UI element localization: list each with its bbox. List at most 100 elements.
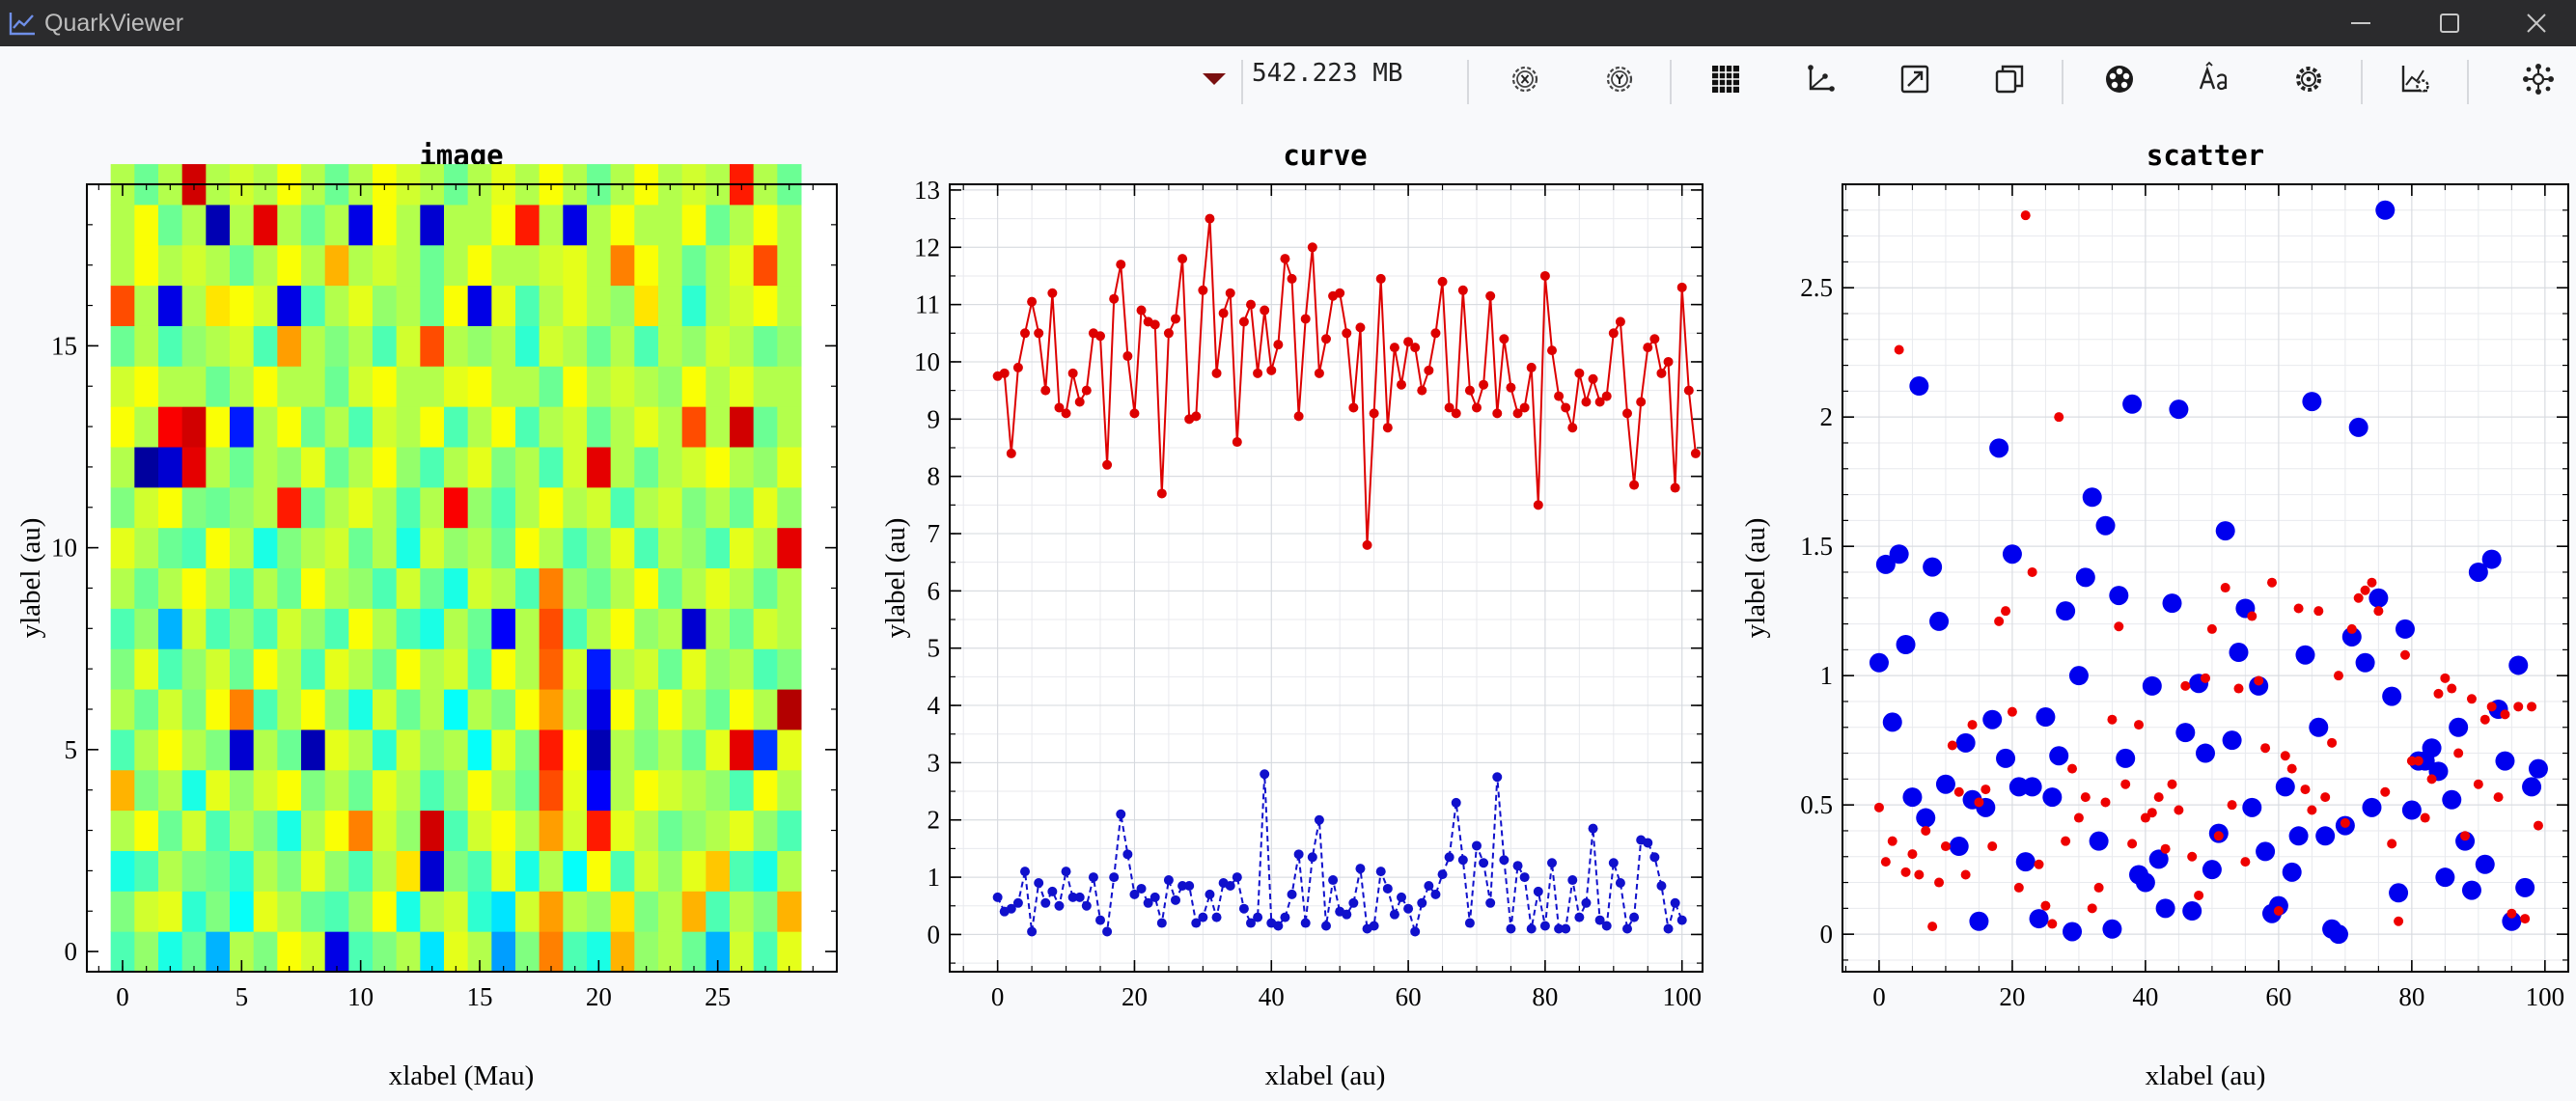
y-tick-label: 5	[928, 634, 941, 663]
minimize-button[interactable]	[2314, 0, 2407, 46]
curve-point	[1225, 880, 1235, 891]
heatmap-cell	[158, 608, 183, 649]
y-tick-label: 13	[914, 176, 940, 205]
heatmap-cell	[444, 648, 469, 690]
curve-point	[1184, 880, 1195, 891]
heatmap-cell	[658, 689, 683, 730]
y-axis-settings-button[interactable]	[1598, 58, 1641, 100]
curve-point	[1163, 328, 1174, 339]
scatter-point	[2426, 774, 2437, 784]
heatmap-cell	[539, 527, 564, 569]
scatter-point	[1882, 712, 1902, 732]
curve-point	[1232, 437, 1242, 448]
heatmap-cell	[491, 406, 516, 448]
curve-point	[1382, 883, 1393, 894]
heatmap-cell	[587, 366, 612, 407]
resize-button[interactable]	[1894, 58, 1936, 100]
scatter-point	[2449, 717, 2469, 737]
curve-point	[1095, 915, 1105, 925]
font-settings-button[interactable]	[2193, 58, 2235, 100]
heatmap-cell	[539, 891, 564, 932]
heatmap-cell	[610, 648, 635, 690]
heatmap-cell	[301, 689, 326, 730]
scatter-point	[2027, 566, 2037, 577]
curve-point	[1136, 305, 1147, 316]
colormap-button[interactable]	[2098, 58, 2141, 100]
heatmap-cell	[396, 204, 421, 246]
curve-point	[1512, 408, 1523, 419]
axes-toggle-button[interactable]	[1799, 58, 1842, 100]
heatmap-cell	[634, 931, 659, 973]
curve-point	[1499, 334, 1510, 344]
memory-dropdown-button[interactable]	[1193, 58, 1235, 100]
image-plot-xlabel: xlabel (Mau)	[389, 1060, 535, 1091]
copy-button[interactable]	[1988, 58, 2031, 100]
heatmap-cell	[444, 769, 469, 812]
scatter-plot[interactable]: scatter 0 20 40 60 80 100 0 0.5 1 1.5 2 2.5 xlabel …	[1740, 139, 2569, 1091]
heatmap-cell	[753, 527, 778, 569]
scatter-point	[2187, 851, 2198, 862]
heatmap-cell	[324, 204, 349, 246]
heatmap-cell	[563, 729, 588, 771]
heatmap-cell	[110, 447, 135, 488]
scatter-point	[1949, 837, 1969, 857]
heatmap-cell	[658, 406, 683, 448]
scatter-point	[2013, 882, 2024, 893]
scatter-point	[2399, 649, 2410, 660]
scatter-point	[2155, 898, 2175, 919]
curve-point	[1246, 918, 1256, 928]
curve-point	[1040, 385, 1051, 396]
heatmap-cell	[134, 244, 159, 287]
curve-point	[1561, 402, 1571, 413]
heatmap-cell	[420, 244, 445, 287]
layout-button[interactable]	[2517, 58, 2560, 100]
scatter-point	[2500, 709, 2510, 720]
heatmap-cell	[777, 810, 802, 851]
settings-button[interactable]	[2287, 58, 2330, 100]
heatmap-cell	[730, 608, 755, 649]
y-tick-label: 1	[928, 863, 941, 892]
heatmap-cell	[467, 689, 492, 730]
heatmap-cell	[230, 244, 255, 287]
x-axis-settings-button[interactable]	[1504, 58, 1546, 100]
y-tick-label: 6	[928, 576, 941, 605]
curve-point	[1622, 408, 1632, 419]
heatmap-cell	[324, 810, 349, 851]
heatmap-cell	[110, 244, 135, 287]
heatmap-cell	[181, 325, 207, 367]
curve-plot-grid	[950, 184, 1703, 972]
heatmap-cell	[348, 810, 374, 851]
heatmap-cell	[587, 729, 612, 771]
scatter-point	[1967, 720, 1978, 730]
curve-point	[1054, 402, 1065, 413]
heatmap-cell	[753, 325, 778, 367]
heatmap-cell	[373, 447, 398, 488]
heatmap-cell	[467, 244, 492, 287]
heatmap-cell	[230, 729, 255, 771]
scatter-point	[1894, 344, 1904, 355]
scatter-point	[2373, 606, 2384, 617]
heatmap-cell	[348, 567, 374, 609]
curve-point	[999, 368, 1010, 378]
grid-toggle-button[interactable]	[1704, 58, 1747, 100]
curve-point	[1034, 878, 1044, 889]
scatter-point	[2120, 779, 2131, 789]
curve-point	[1629, 912, 1640, 922]
heatmap-cell	[777, 447, 802, 488]
x-tick-label: 20	[586, 982, 612, 1011]
curve-point	[1479, 858, 1489, 868]
heatmap-cell	[373, 285, 398, 326]
maximize-button[interactable]	[2403, 0, 2496, 46]
curve-point	[1280, 254, 1290, 264]
curve-point	[1369, 921, 1379, 931]
plot-settings-button[interactable]	[2395, 58, 2437, 100]
scatter-point	[2095, 515, 2116, 536]
curve-point	[1102, 926, 1113, 937]
curve-point	[1417, 897, 1427, 908]
curve-point	[1074, 892, 1085, 902]
heatmap-cell	[753, 406, 778, 448]
close-button[interactable]	[2490, 0, 2576, 46]
